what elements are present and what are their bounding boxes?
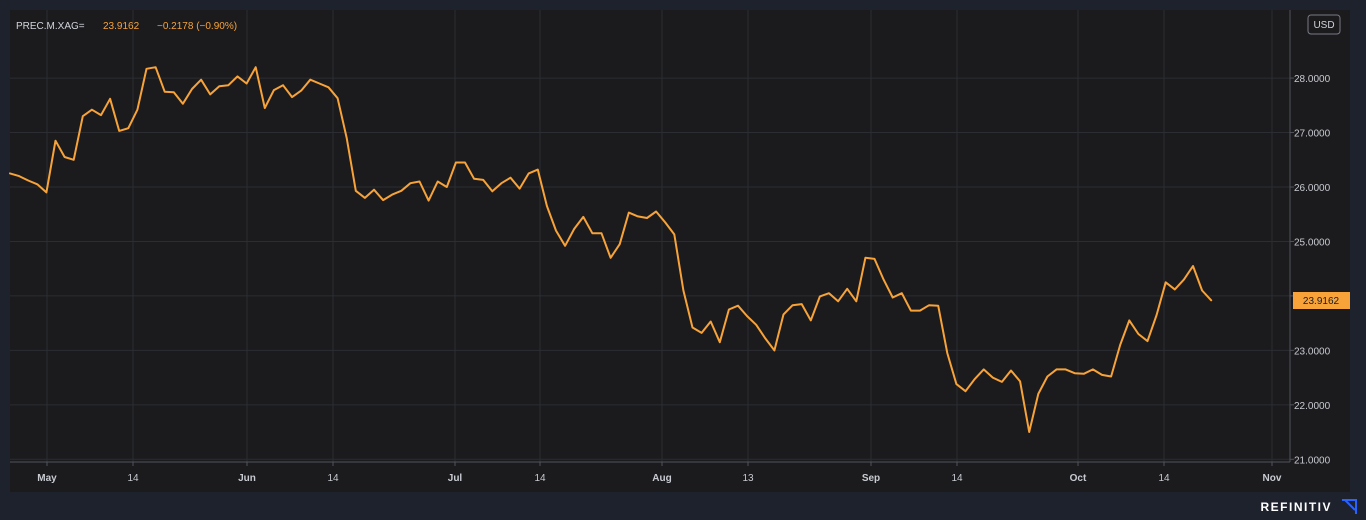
currency-badge[interactable]: USD xyxy=(1307,14,1341,35)
x-tick-label: 13 xyxy=(742,473,754,484)
y-tick-label: 21.0000 xyxy=(1294,455,1331,466)
horizontal-gridlines xyxy=(10,77,1290,460)
x-tick-label: Sep xyxy=(862,473,880,484)
currency-label: USD xyxy=(1313,20,1334,31)
y-tick-label: 23.0000 xyxy=(1294,346,1331,357)
x-tick-label: Nov xyxy=(1263,473,1282,484)
price-axis-ticks: 21.000022.000023.000024.000025.000026.00… xyxy=(1290,74,1331,466)
y-tick-label: 22.0000 xyxy=(1294,401,1331,412)
x-tick-label: 14 xyxy=(951,473,963,484)
vertical-gridlines xyxy=(46,10,1273,462)
brand-footer: REFINITIV xyxy=(1260,494,1366,520)
symbol-label: PREC.M.XAG= xyxy=(16,21,85,32)
x-tick-label: Jun xyxy=(238,473,256,484)
price-series-line xyxy=(9,66,1213,433)
y-tick-label: 28.0000 xyxy=(1294,74,1331,85)
change-value: −0.2178 (−0.90%) xyxy=(157,21,237,32)
brand-name: REFINITIV xyxy=(1260,500,1332,514)
refinitiv-logo-icon xyxy=(1342,499,1357,514)
y-tick-label: 25.0000 xyxy=(1294,237,1331,248)
last-price-tag: 23.9162 xyxy=(1293,292,1350,309)
x-tick-label: Aug xyxy=(652,473,671,484)
x-tick-label: May xyxy=(37,473,57,484)
chart-header: PREC.M.XAG= 23.9162 −0.2178 (−0.90%) xyxy=(16,21,237,32)
y-tick-label: 27.0000 xyxy=(1294,129,1331,140)
last-price-tag-text: 23.9162 xyxy=(1303,296,1340,307)
x-tick-label: 14 xyxy=(327,473,339,484)
x-tick-label: 14 xyxy=(127,473,139,484)
y-tick-label: 26.0000 xyxy=(1294,183,1331,194)
series-layer xyxy=(9,66,1213,433)
last-price-tag-bg xyxy=(1293,292,1350,309)
x-tick-label: 14 xyxy=(534,473,546,484)
last-value: 23.9162 xyxy=(103,21,140,32)
time-axis-area[interactable] xyxy=(10,462,1350,492)
price-axis-area[interactable] xyxy=(1290,10,1350,462)
x-tick-label: Oct xyxy=(1070,473,1087,484)
time-axis-ticks: May 14 Jun 14 Jul 14 Aug 13 Sep 14 Oct 14 Nov xyxy=(37,462,1282,484)
x-tick-label: 14 xyxy=(1158,473,1170,484)
x-tick-label: Jul xyxy=(448,473,463,484)
